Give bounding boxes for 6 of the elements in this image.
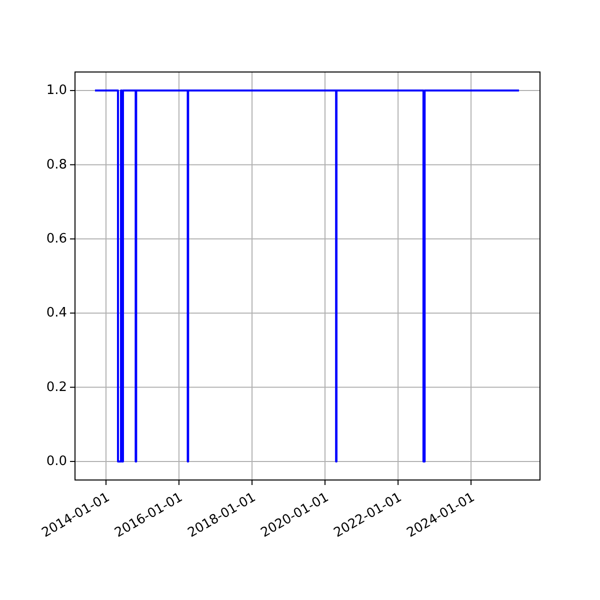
y-tick-label: 0.8 [46,157,67,172]
y-tick-label: 0.2 [46,380,67,395]
y-tick-label: 0.6 [46,231,67,246]
y-tick-label: 1.0 [46,83,67,98]
y-tick-label: 0.4 [46,306,67,321]
y-tick-label: 0.0 [46,454,67,470]
